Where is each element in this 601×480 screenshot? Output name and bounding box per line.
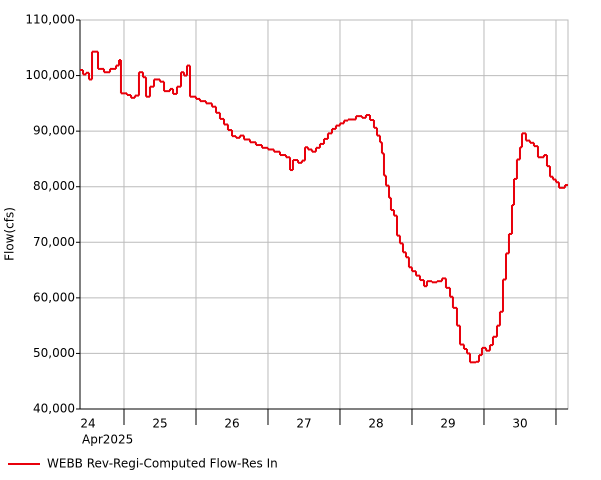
legend-label: WEBB Rev-Regi-Computed Flow-Res In xyxy=(47,457,278,471)
plot-frame xyxy=(79,19,569,410)
x-tick-label: 26 xyxy=(224,417,239,431)
x-tick-label: 30 xyxy=(512,417,527,431)
y-tick-label: 60,000 xyxy=(33,290,75,304)
x-sublabel: Apr2025 xyxy=(82,433,133,447)
x-tick-label: 28 xyxy=(368,417,383,431)
x-tick-label: 25 xyxy=(152,417,167,431)
x-tick-label: 27 xyxy=(296,417,311,431)
y-tick-label: 100,000 xyxy=(25,68,75,82)
x-tick-label: 29 xyxy=(440,417,455,431)
y-axis-label: Flow(cfs) xyxy=(3,207,17,261)
y-tick-label: 50,000 xyxy=(33,346,75,360)
y-tick-label: 40,000 xyxy=(33,402,75,416)
x-tick-label: 24 xyxy=(80,417,95,431)
y-tick-label: 110,000 xyxy=(25,13,75,27)
y-tick-label: 90,000 xyxy=(33,124,75,138)
y-tick-label: 80,000 xyxy=(33,179,75,193)
y-tick-label: 70,000 xyxy=(33,235,75,249)
